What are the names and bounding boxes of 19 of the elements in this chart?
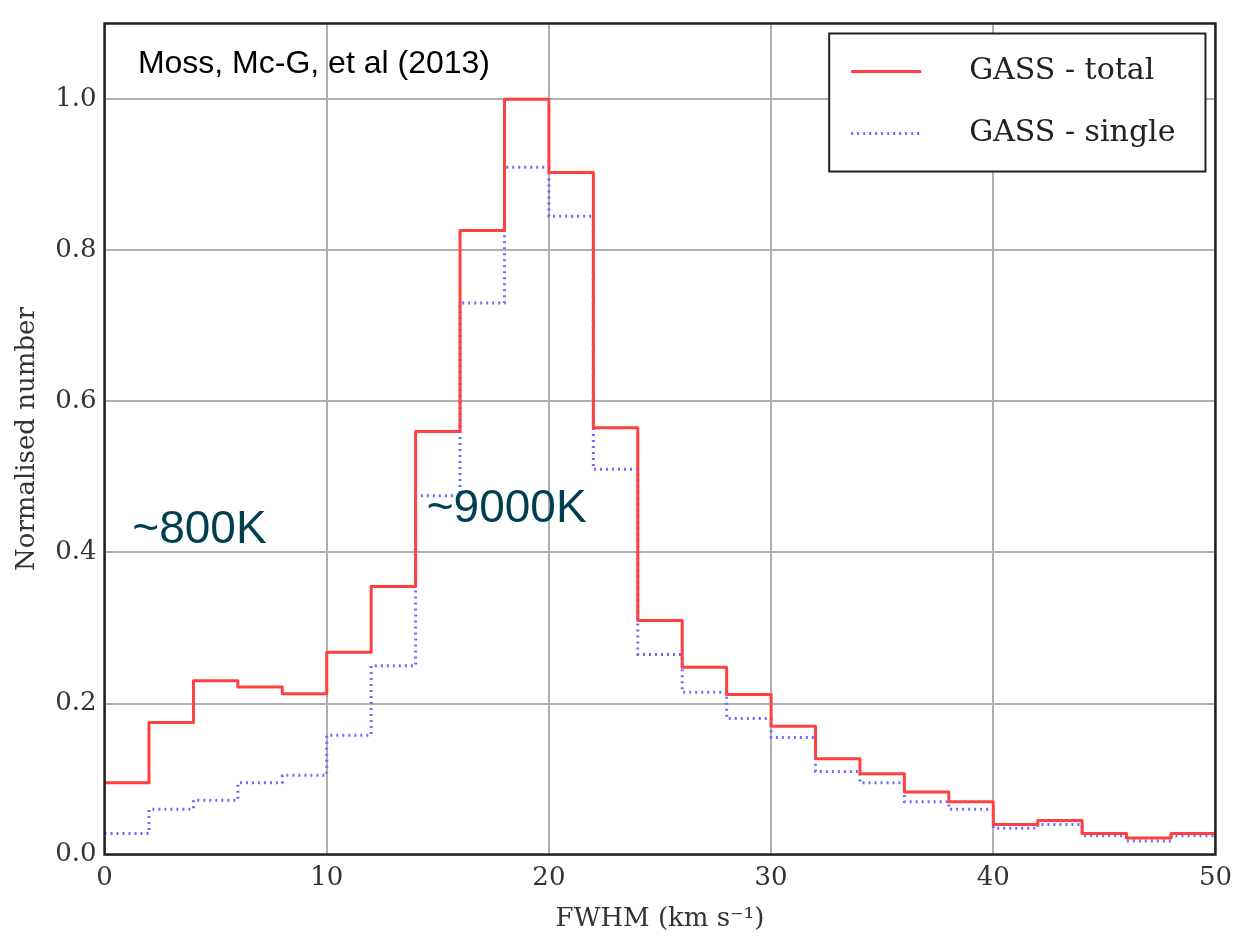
x-tick-label: 40 [976, 860, 1010, 891]
y-tick-label: 0.0 [55, 837, 97, 868]
x-tick-label: 50 [1198, 860, 1232, 891]
y-tick-label: 1.0 [55, 81, 97, 112]
x-axis-title: FWHM (km s⁻¹) [555, 902, 765, 933]
x-tick-label: 10 [310, 860, 344, 891]
y-axis-title: Normalised number [10, 306, 41, 572]
annotation: ~9000K [426, 480, 587, 533]
annotation: ~800K [132, 500, 267, 553]
annotation: Moss, Mc-G, et al (2013) [137, 44, 490, 81]
legend-label: GASS - total [969, 51, 1155, 87]
y-tick-label: 0.4 [55, 535, 97, 566]
x-tick-label: 0 [96, 860, 113, 891]
x-tick-label: 30 [754, 860, 788, 891]
y-tick-label: 0.8 [55, 232, 97, 263]
y-tick-label: 0.2 [55, 686, 97, 717]
legend-label: GASS - single [969, 113, 1176, 149]
y-tick-label: 0.6 [55, 384, 97, 415]
x-tick-label: 20 [532, 860, 566, 891]
